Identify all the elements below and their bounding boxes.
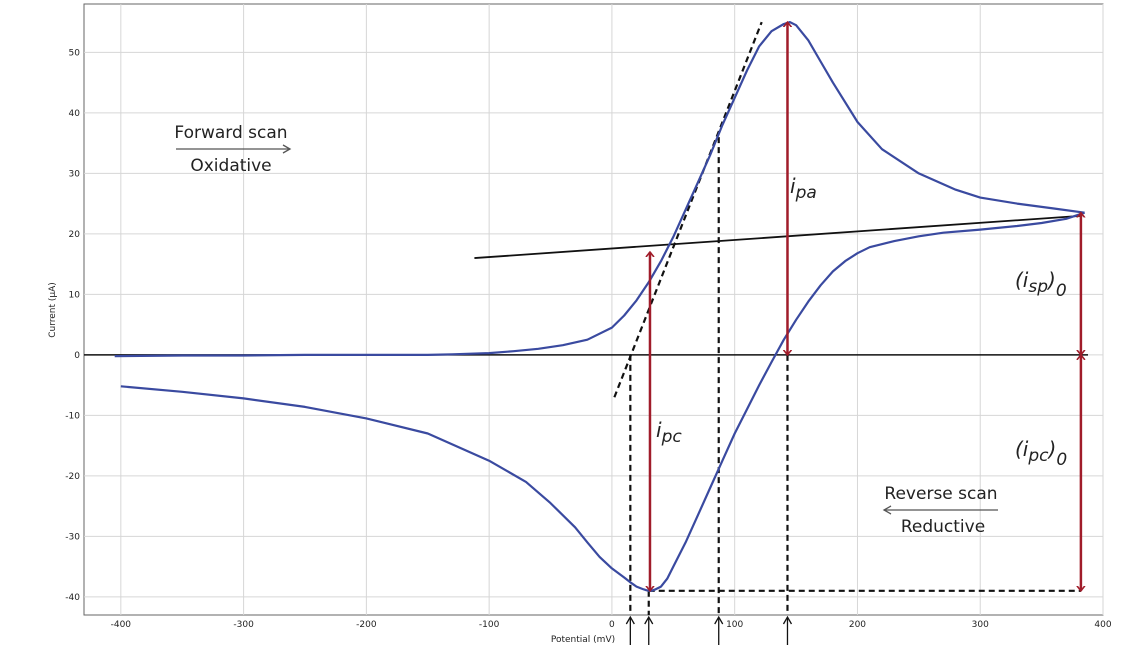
isp0-zero: 0 <box>1056 281 1067 301</box>
isp0-label: (isp)0 <box>1015 268 1067 301</box>
ipc0-zero: 0 <box>1056 450 1067 470</box>
reductive-label: Reductive <box>901 517 985 537</box>
ipc0-label: (ipc)0 <box>1015 437 1067 470</box>
measurement-arrows <box>650 22 1081 591</box>
x-tick-label: -200 <box>356 620 377 630</box>
ipa-main: i <box>790 174 796 198</box>
series <box>114 21 1085 592</box>
tick-labels: -400 -300 -200 -100 0 100 200 300 400-40-30-20-1… <box>65 48 1112 630</box>
guide-lines <box>84 21 1088 615</box>
y-tick-label: 20 <box>69 230 81 240</box>
y-tick-label: -30 <box>65 532 80 542</box>
x-tick-label: -400 <box>111 620 132 630</box>
isp0-close: ) <box>1046 268 1056 292</box>
ipc0-close: ) <box>1047 437 1057 461</box>
forward-scan-label: Forward scan <box>174 123 287 143</box>
ipa-label: ipa <box>790 174 817 203</box>
ipa-subscript: pa <box>795 183 817 203</box>
forward-scan-annotation: Forward scan Oxidative <box>174 123 292 176</box>
ipc0-open: (i <box>1015 437 1029 461</box>
y-tick-label: -20 <box>65 472 80 482</box>
reverse-scan-label: Reverse scan <box>884 484 997 504</box>
x-tick-label: 200 <box>849 620 866 630</box>
x-axis-title: Potential (mV) <box>551 635 615 645</box>
potential-marker-head <box>714 615 724 625</box>
x-tick-label: 100 <box>726 620 743 630</box>
ipc-label: ipc <box>656 418 682 447</box>
isp0-open: (i <box>1015 268 1029 292</box>
x-tick-label: -100 <box>479 620 500 630</box>
tangent-line <box>613 21 763 398</box>
y-tick-label: 30 <box>69 169 81 179</box>
reverse-scan-annotation: Reverse scan Reductive <box>882 484 998 537</box>
potential-marker-head <box>625 615 635 625</box>
y-tick-label: -10 <box>65 411 80 421</box>
extrapolated-baseline <box>474 214 1083 259</box>
y-axis-title: Current (μA) <box>48 282 58 338</box>
isp0-subscript: sp <box>1028 277 1048 297</box>
cv-trace-0 <box>114 21 1085 358</box>
y-tick-label: 0 <box>74 351 80 361</box>
y-tick-label: 40 <box>69 109 81 119</box>
ipc0-subscript: pc <box>1027 446 1049 466</box>
ipc-main: i <box>656 418 662 442</box>
x-tick-label: 0 <box>609 620 615 630</box>
x-tick-label: -300 <box>233 620 254 630</box>
potential-marker-head <box>782 615 793 625</box>
potential-markers <box>625 615 793 645</box>
cv-trace-1 <box>120 211 1085 592</box>
y-tick-label: 10 <box>69 290 81 300</box>
x-tick-label: 400 <box>1094 620 1111 630</box>
oxidative-label: Oxidative <box>190 156 271 176</box>
plot-area: -400 -300 -200 -100 0 100 200 300 400-40-30-20-1… <box>65 3 1112 645</box>
potential-marker-head <box>644 615 654 625</box>
y-tick-label: 50 <box>69 48 81 58</box>
plot-frame <box>83 3 1104 616</box>
x-tick-label: 300 <box>972 620 989 630</box>
ipc-subscript: pc <box>661 427 683 447</box>
y-tick-label: -40 <box>65 593 80 603</box>
